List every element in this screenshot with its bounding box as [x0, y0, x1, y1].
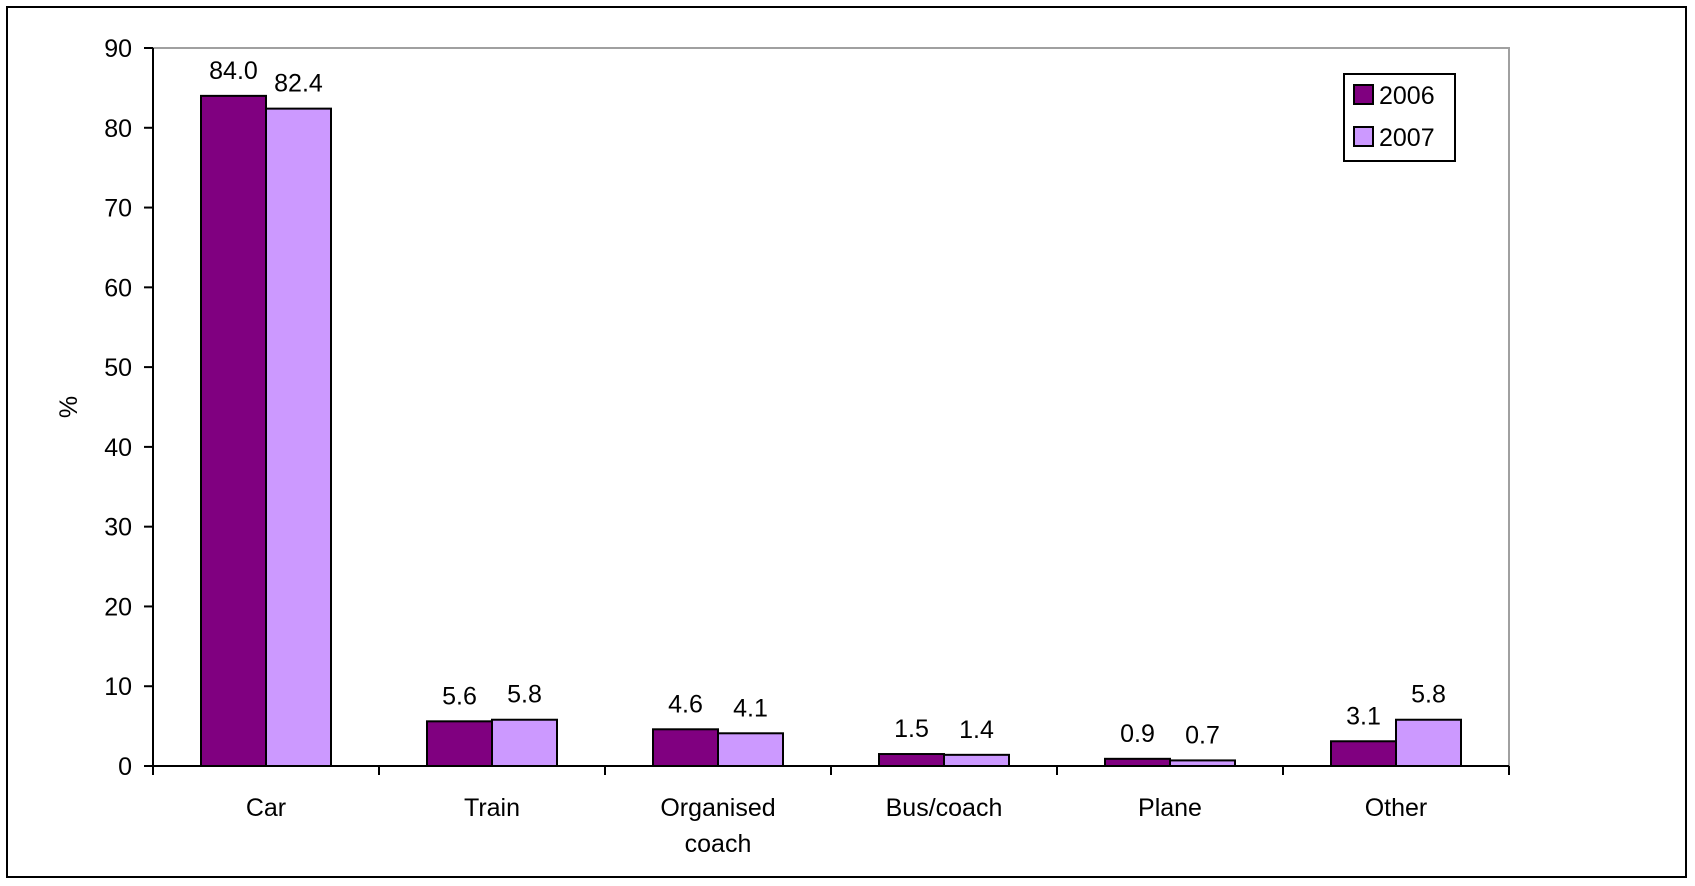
y-tick-label: 20 [104, 593, 132, 621]
y-tick-label: 80 [104, 115, 132, 143]
bar-2007 [491, 718, 558, 767]
bar-2006 [652, 728, 719, 768]
bar-value-label: 0.9 [1120, 720, 1155, 748]
legend: 2006 2007 [1343, 73, 1456, 162]
bar-labels: 84.0 82.4 5.6 5.8 4.6 4.1 1.5 1.4 0.9 0.7 3.1 5.8 [209, 57, 1446, 750]
bar-2006 [426, 720, 493, 768]
plot-border [152, 47, 1510, 767]
legend-swatch-2007 [1353, 126, 1374, 147]
bar-value-label: 3.1 [1346, 702, 1381, 730]
y-tick-label: 90 [104, 35, 132, 63]
bar-2007 [1169, 759, 1236, 767]
bar-2006 [1330, 740, 1397, 767]
bar-value-label: 5.6 [442, 682, 477, 710]
bar-value-label: 82.4 [274, 70, 323, 98]
bar-value-label: 1.5 [894, 715, 929, 743]
y-tick-label: 60 [104, 274, 132, 302]
legend-label-2007: 2007 [1379, 124, 1435, 152]
bar-value-label: 84.0 [209, 57, 258, 85]
y-tick-label: 0 [118, 753, 132, 781]
bar-2006 [878, 753, 945, 767]
y-axis-title: % [55, 396, 83, 418]
bar-value-label: 0.7 [1185, 721, 1220, 749]
x-category-label: Plane [1138, 794, 1202, 822]
y-tick-label: 30 [104, 514, 132, 542]
bar-value-label: 1.4 [959, 716, 994, 744]
bar-2007 [265, 107, 332, 768]
y-tick-label: 70 [104, 195, 132, 223]
y-tick-label: 40 [104, 434, 132, 462]
bar-2006 [1104, 757, 1171, 768]
bar-2007 [943, 753, 1010, 768]
bar-value-label: 5.8 [507, 681, 542, 709]
y-tick-label: 50 [104, 354, 132, 382]
x-category-label: Bus/coach [886, 794, 1003, 822]
x-category-label: Car [246, 794, 286, 822]
bar-2007 [1395, 718, 1462, 767]
legend-swatch-2006 [1353, 84, 1374, 105]
bar-2006 [200, 94, 267, 768]
y-tick-label: 10 [104, 673, 132, 701]
bar-value-label: 4.1 [733, 694, 768, 722]
bar-value-label: 5.8 [1411, 681, 1446, 709]
plot-area [152, 47, 1510, 767]
bars [200, 94, 1462, 768]
y-axis: 0 10 20 30 40 50 60 70 80 90 [104, 35, 154, 781]
x-axis: Car Train Organised coach Bus/coach Plane Othe… [152, 765, 1510, 858]
x-category-label: Organised coach [660, 794, 775, 858]
legend-label-2006: 2006 [1379, 82, 1435, 110]
x-category-label: Train [464, 794, 520, 822]
bar-2007 [717, 732, 784, 768]
x-category-label: Other [1365, 794, 1428, 822]
bar-value-label: 4.6 [668, 690, 703, 718]
